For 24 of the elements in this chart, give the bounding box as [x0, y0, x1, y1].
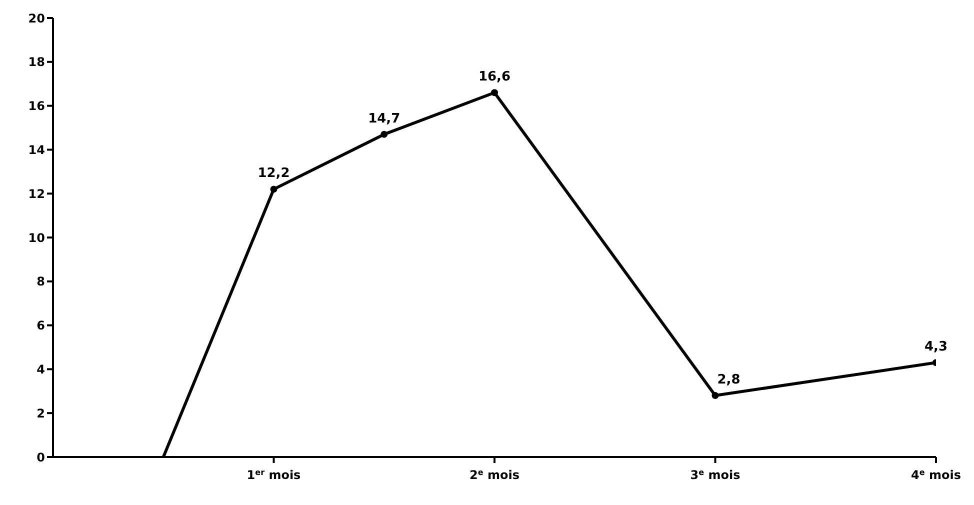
y-tick-label: 20: [28, 11, 45, 26]
point: [712, 392, 719, 400]
point: [380, 130, 388, 138]
x-tick-label: 2$^{e}$ mois: [470, 468, 520, 482]
point: [491, 89, 498, 96]
x-tick-label: 3$^{e}$ mois: [690, 468, 740, 482]
y-tick-label: 8: [36, 274, 45, 289]
y-tick-label: 6: [36, 318, 45, 333]
y-tick-label: 2: [36, 406, 45, 420]
y-tick-label: 16: [28, 99, 45, 114]
x-tick-label: 1$^{er}$ mois: [246, 468, 301, 482]
data-label: 2,8: [717, 372, 740, 388]
data-label: 4,3: [924, 340, 948, 355]
y-tick-label: 0: [36, 450, 45, 464]
point: [270, 186, 278, 193]
data-label: 12,2: [258, 166, 290, 182]
data-label: 16,6: [478, 70, 511, 85]
y-tick-label: 12: [28, 186, 45, 201]
data-label: 14,7: [368, 111, 400, 126]
x-tick-label: 4$^{e}$ mois: [911, 468, 961, 482]
y-tick-label: 10: [28, 230, 45, 245]
y-tick-label: 14: [28, 142, 45, 157]
y-tick-label: 18: [28, 55, 45, 70]
y-tick-label: 4: [36, 362, 45, 376]
